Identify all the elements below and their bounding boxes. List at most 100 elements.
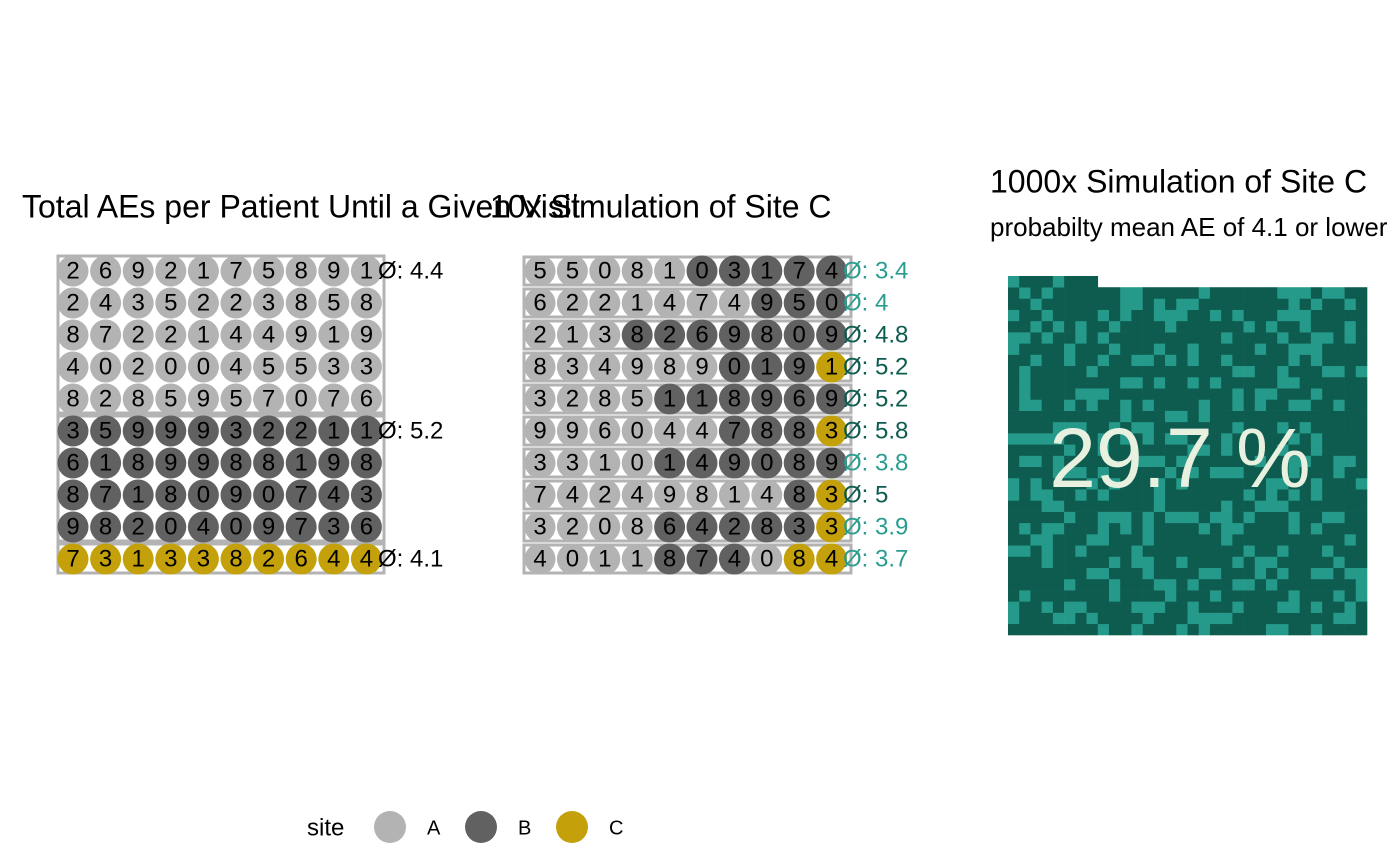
sim-tile — [1322, 455, 1334, 468]
sim-tile — [1243, 433, 1256, 445]
patient-dot — [57, 415, 89, 447]
sim-tile — [1355, 410, 1368, 423]
patient-value: 2 — [598, 289, 611, 316]
sim-tile — [1120, 522, 1132, 535]
sim-tile — [1322, 376, 1334, 389]
sim-tile — [1108, 376, 1121, 389]
sim-tile — [1008, 466, 1020, 479]
patient-value: 3 — [327, 353, 340, 380]
sim-tile — [1322, 388, 1334, 400]
patient-value: 6 — [360, 385, 373, 412]
legend-swatch — [556, 811, 588, 843]
patient-value: 3 — [164, 545, 177, 572]
sim-tile — [1232, 455, 1244, 468]
sim-tile — [1310, 545, 1323, 557]
sim-tile — [1019, 623, 1031, 636]
sim-tile — [1176, 601, 1188, 613]
patient-dot — [187, 255, 219, 287]
panel3-title: 1000x Simulation of Site C — [990, 163, 1367, 199]
sim-tile — [1030, 455, 1042, 468]
sim-tile — [1075, 511, 1087, 524]
patient-dot — [524, 543, 556, 575]
sim-tile — [1165, 298, 1177, 310]
sim-tile — [1299, 500, 1312, 512]
sim-tile — [1019, 500, 1031, 512]
sim-tile — [1052, 612, 1065, 625]
sim-tile — [1086, 343, 1099, 355]
sim-tile — [1041, 320, 1054, 333]
sim-tile — [1299, 309, 1312, 322]
sim-tile — [1008, 287, 1020, 299]
sim-tile — [1075, 477, 1087, 490]
patient-dot — [589, 319, 621, 351]
sim-tile — [1355, 556, 1368, 568]
sim-tile — [1097, 612, 1110, 625]
sim-tile — [1153, 309, 1166, 322]
sim-tile — [1052, 332, 1065, 344]
sim-tile — [1142, 455, 1155, 468]
sim-tile — [1097, 466, 1110, 479]
patient-dot — [751, 351, 783, 383]
sim-tile — [1288, 556, 1300, 568]
patient-dot — [350, 479, 382, 511]
patient-value: 9 — [197, 449, 210, 476]
patient-dot — [621, 287, 653, 319]
sim-tile — [1187, 590, 1200, 602]
sim-tile — [1142, 332, 1155, 344]
patient-dot — [350, 287, 382, 319]
sim-tile — [1165, 545, 1177, 557]
sim-tile — [1333, 511, 1345, 524]
sim-tile — [1198, 477, 1211, 490]
patient-value: 8 — [99, 513, 112, 540]
sim-tile — [1030, 354, 1042, 367]
patient-value: 1 — [598, 545, 611, 572]
sim-tile — [1299, 545, 1312, 557]
sim-tile — [1243, 421, 1256, 434]
sim-tile — [1198, 590, 1211, 602]
patient-value: 8 — [132, 449, 145, 476]
sim-tile — [1266, 522, 1278, 535]
sim-tile — [1198, 511, 1211, 524]
sim-tile — [1221, 578, 1233, 591]
sim-tile — [1086, 320, 1099, 333]
sim-tile — [1187, 410, 1200, 423]
sim-tile — [1165, 332, 1177, 344]
sim-tile — [1153, 500, 1166, 512]
sim-tile — [1221, 298, 1233, 310]
sim-tile — [1041, 332, 1054, 344]
sim-tile — [1030, 399, 1042, 411]
sim-tile — [1288, 332, 1300, 344]
sim-tile — [1355, 354, 1368, 367]
sim-tile — [1243, 567, 1256, 580]
sim-tile — [1165, 388, 1177, 400]
sim-tile — [1153, 623, 1166, 636]
sim-tile — [1232, 477, 1244, 490]
sim-tile — [1277, 545, 1289, 557]
sim-tile — [1165, 287, 1177, 299]
patient-value: 1 — [598, 449, 611, 476]
sim-tile — [1131, 388, 1143, 400]
patient-dot — [524, 479, 556, 511]
patient-dot — [220, 319, 252, 351]
sim-tile — [1030, 433, 1042, 445]
sim-tile — [1153, 545, 1166, 557]
patient-value: 5 — [533, 257, 546, 284]
sim-tile — [1030, 309, 1042, 322]
sim-tile — [1243, 578, 1256, 591]
sim-tile — [1165, 466, 1177, 479]
sim-tile — [1355, 534, 1368, 546]
sim-tile — [1310, 500, 1323, 512]
sim-tile — [1086, 298, 1099, 310]
patient-dot — [220, 511, 252, 543]
patient-dot — [654, 255, 686, 287]
sim-tile — [1209, 567, 1222, 580]
sim-tile — [1288, 444, 1300, 456]
sim-tile — [1120, 477, 1132, 490]
sim-tile — [1008, 489, 1020, 501]
sim-tile — [1266, 623, 1278, 636]
patient-value: 1 — [663, 449, 676, 476]
patient-value: 9 — [295, 321, 308, 348]
sim-tile — [1209, 399, 1222, 411]
sim-tile — [1209, 376, 1222, 389]
sim-tile — [1344, 320, 1357, 333]
